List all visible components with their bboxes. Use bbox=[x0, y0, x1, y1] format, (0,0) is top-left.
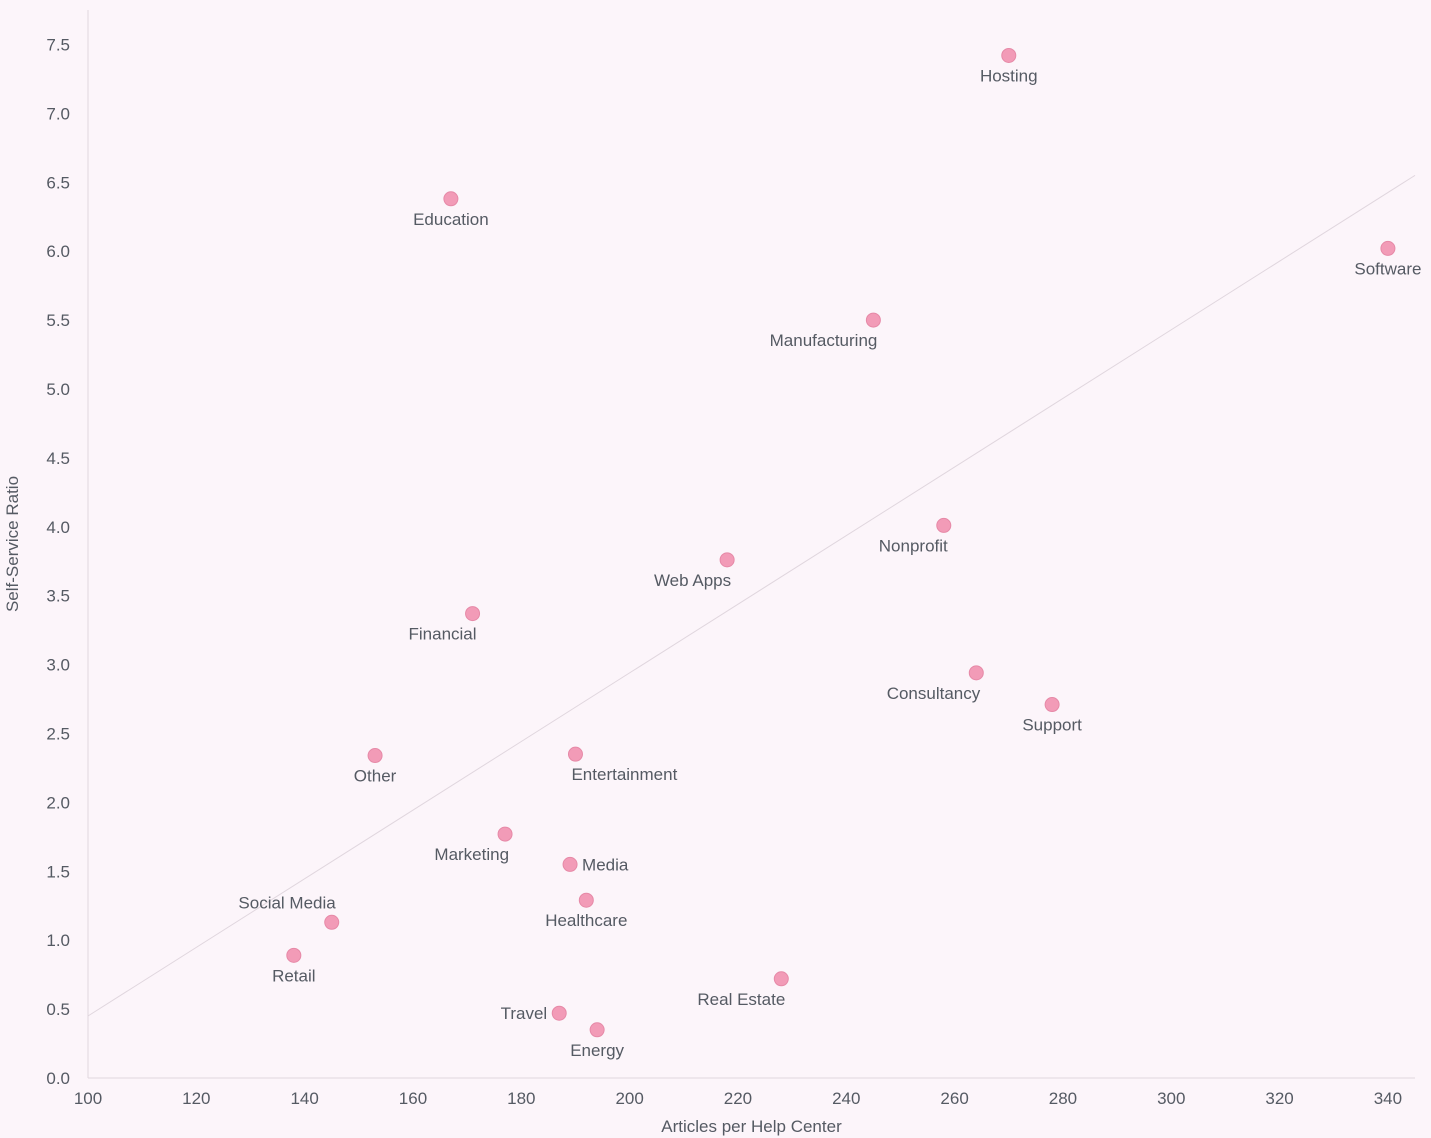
y-tick-label: 3.5 bbox=[46, 587, 70, 606]
data-point-label: Media bbox=[582, 855, 629, 874]
data-point-label: Other bbox=[354, 767, 397, 786]
data-point bbox=[969, 666, 983, 680]
y-tick-label: 2.0 bbox=[46, 793, 70, 812]
y-tick-label: 0.0 bbox=[46, 1069, 70, 1088]
x-tick-label: 180 bbox=[507, 1089, 535, 1108]
y-tick-label: 1.5 bbox=[46, 862, 70, 881]
data-point-label: Social Media bbox=[238, 893, 336, 912]
data-point-label: Healthcare bbox=[545, 911, 627, 930]
x-tick-label: 240 bbox=[832, 1089, 860, 1108]
data-point bbox=[1002, 48, 1016, 62]
y-tick-label: 0.5 bbox=[46, 1000, 70, 1019]
data-point-label: Web Apps bbox=[654, 571, 731, 590]
data-point bbox=[937, 518, 951, 532]
data-point-label: Travel bbox=[501, 1004, 548, 1023]
x-axis-label: Articles per Help Center bbox=[661, 1117, 842, 1136]
data-point-label: Energy bbox=[570, 1041, 624, 1060]
data-point bbox=[287, 948, 301, 962]
data-point-label: Real Estate bbox=[697, 990, 785, 1009]
x-tick-label: 220 bbox=[724, 1089, 752, 1108]
data-point bbox=[563, 857, 577, 871]
y-tick-label: 6.0 bbox=[46, 242, 70, 261]
y-tick-label: 6.5 bbox=[46, 173, 70, 192]
data-point bbox=[325, 915, 339, 929]
x-tick-label: 260 bbox=[940, 1089, 968, 1108]
data-point-label: Marketing bbox=[434, 845, 509, 864]
data-point bbox=[552, 1006, 566, 1020]
data-point-label: Retail bbox=[272, 966, 315, 985]
y-tick-label: 4.0 bbox=[46, 518, 70, 537]
y-tick-label: 5.5 bbox=[46, 311, 70, 330]
x-tick-label: 320 bbox=[1265, 1089, 1293, 1108]
x-tick-label: 300 bbox=[1157, 1089, 1185, 1108]
x-tick-label: 200 bbox=[615, 1089, 643, 1108]
y-tick-label: 5.0 bbox=[46, 380, 70, 399]
y-tick-label: 7.5 bbox=[46, 35, 70, 54]
data-point bbox=[774, 972, 788, 986]
data-point-label: Entertainment bbox=[571, 765, 677, 784]
data-point bbox=[1045, 698, 1059, 712]
data-point bbox=[866, 313, 880, 327]
x-tick-label: 120 bbox=[182, 1089, 210, 1108]
data-point bbox=[720, 553, 734, 567]
y-tick-label: 2.5 bbox=[46, 724, 70, 743]
data-point bbox=[498, 827, 512, 841]
x-tick-label: 280 bbox=[1049, 1089, 1077, 1108]
data-point bbox=[590, 1023, 604, 1037]
data-point bbox=[444, 192, 458, 206]
y-tick-label: 1.0 bbox=[46, 931, 70, 950]
data-point-label: Nonprofit bbox=[879, 536, 948, 555]
data-point bbox=[466, 607, 480, 621]
data-point bbox=[1381, 241, 1395, 255]
chart-background bbox=[0, 0, 1431, 1138]
y-tick-label: 3.0 bbox=[46, 656, 70, 675]
data-point bbox=[579, 893, 593, 907]
x-tick-label: 100 bbox=[74, 1089, 102, 1108]
scatter-chart: 100 120 140 160 180 200 220 240 260 280 300 320 340 0… bbox=[0, 0, 1431, 1138]
y-tick-label: 4.5 bbox=[46, 449, 70, 468]
data-point-label: Support bbox=[1022, 716, 1082, 735]
y-axis-label: Self-Service Ratio bbox=[3, 476, 22, 612]
x-tick-label: 140 bbox=[290, 1089, 318, 1108]
data-point-label: Manufacturing bbox=[770, 331, 878, 350]
y-tick-label: 7.0 bbox=[46, 104, 70, 123]
data-point-label: Financial bbox=[409, 625, 477, 644]
chart-svg: 100 120 140 160 180 200 220 240 260 280 300 320 340 0… bbox=[0, 0, 1431, 1138]
data-point-label: Consultancy bbox=[887, 684, 981, 703]
data-point bbox=[368, 749, 382, 763]
data-point-label: Software bbox=[1354, 259, 1421, 278]
data-point bbox=[568, 747, 582, 761]
x-tick-label: 340 bbox=[1374, 1089, 1402, 1108]
x-tick-label: 160 bbox=[399, 1089, 427, 1108]
data-point-label: Education bbox=[413, 210, 489, 229]
data-point-label: Hosting bbox=[980, 66, 1038, 85]
